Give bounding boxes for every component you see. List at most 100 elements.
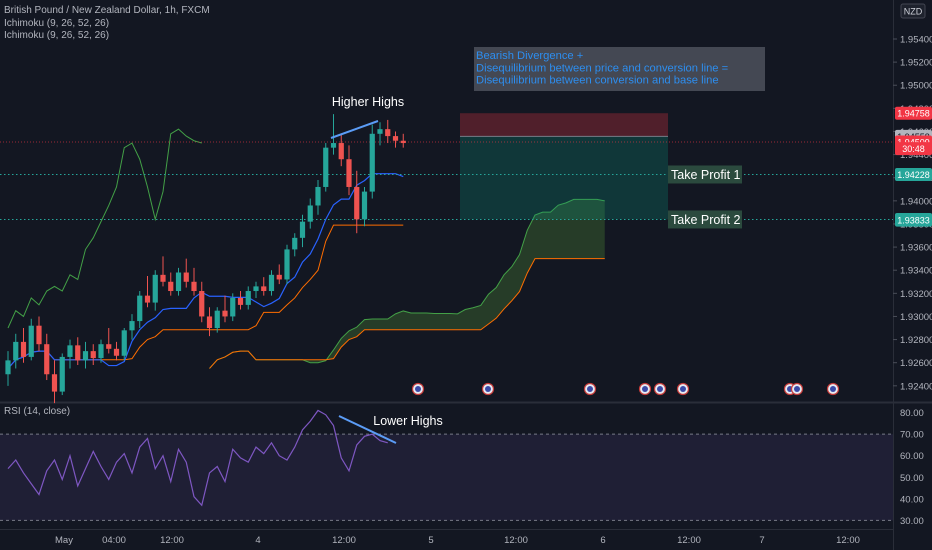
price-tick-label: 1.93600 — [900, 243, 932, 254]
price-label-bg — [895, 142, 932, 156]
stop-loss-zone — [460, 113, 668, 137]
time-tick-label: 5 — [428, 535, 433, 546]
price-tick-label: 1.92400 — [900, 381, 932, 392]
candle-body — [330, 143, 337, 148]
higher-highs-label: Higher Highs — [332, 95, 404, 109]
rsi-legend[interactable]: RSI (14, close) — [4, 406, 71, 417]
indicator-legend-ichimoku-2[interactable]: Ichimoku (9, 26, 52, 26) — [4, 30, 110, 41]
price-tick-label: 1.95400 — [900, 34, 932, 45]
time-tick-label: May — [55, 535, 73, 546]
ichimoku-cloud — [209, 198, 605, 369]
kumo-cloud-fill — [209, 199, 605, 369]
price-tick-label: 1.93400 — [900, 266, 932, 277]
candle-body — [183, 272, 189, 282]
price-label-bg — [895, 106, 932, 120]
price-label-text: 1.94758 — [897, 109, 930, 119]
time-tick-label: 12:00 — [504, 535, 528, 546]
economic-event-flag-inner — [415, 386, 421, 392]
candle-body — [385, 129, 391, 137]
tp2-label-bg — [668, 210, 742, 229]
chikou-span — [7, 128, 202, 329]
candle-body — [113, 348, 120, 356]
candle-body — [392, 136, 399, 141]
tenkan-sen — [7, 173, 404, 369]
price-axis[interactable]: 1.954001.952001.950001.948001.946001.944… — [893, 3, 932, 527]
candle-body — [59, 356, 65, 392]
time-tick-label: 4 — [255, 535, 260, 546]
rsi-tick-label: 60.00 — [900, 451, 924, 462]
senkou-span-b — [209, 258, 605, 369]
candle-body — [338, 143, 344, 160]
rsi-band-fill — [0, 434, 893, 521]
economic-event-flag-inner — [587, 386, 593, 392]
price-label-text: 1.94228 — [897, 170, 930, 180]
candle-body — [137, 295, 143, 322]
time-tick-label: 12:00 — [332, 535, 356, 546]
event-markers[interactable] — [411, 382, 840, 396]
divergence-note-line: Bearish Divergence + — [476, 50, 583, 62]
candle-body — [222, 310, 228, 317]
candle-body — [369, 133, 375, 192]
candle-body — [206, 316, 213, 329]
candle-body — [98, 344, 104, 359]
take-profit-zone — [460, 136, 668, 220]
price-label-text: 30:48 — [902, 144, 925, 154]
candle-body — [268, 274, 275, 292]
rsi-tick-label: 40.00 — [900, 494, 924, 505]
candle-body — [90, 351, 96, 359]
candle-body — [323, 147, 329, 187]
currency-label: NZD — [904, 7, 923, 17]
price-tick-label: 1.92800 — [900, 335, 932, 346]
candle-body — [292, 237, 298, 250]
rsi-tick-label: 50.00 — [900, 473, 924, 484]
higher-highs-trendline — [330, 120, 379, 139]
candle-body — [400, 140, 406, 144]
short-position-tool[interactable] — [0, 113, 893, 220]
price-tick-label: 1.93000 — [900, 312, 932, 323]
candle-body — [20, 341, 27, 357]
tp1-label-bg — [668, 165, 742, 184]
economic-event-flag-inner — [485, 386, 491, 392]
candle-body — [44, 344, 50, 375]
ichimoku-lines — [7, 128, 404, 369]
candle-body — [75, 345, 81, 361]
candle-body — [152, 274, 158, 303]
time-tick-label: 04:00 — [102, 535, 126, 546]
candle-body — [276, 274, 282, 280]
candle-body — [82, 351, 89, 361]
economic-event-flag-inner — [830, 386, 836, 392]
candle-body — [377, 129, 383, 134]
candle-body — [67, 345, 73, 357]
candle-body — [307, 205, 313, 222]
price-tick-label: 1.95200 — [900, 58, 932, 69]
economic-event-flag-inner — [642, 386, 648, 392]
candle-body — [121, 330, 127, 356]
candle-body — [51, 374, 58, 392]
candle-body — [160, 274, 166, 282]
time-tick-label: 7 — [759, 535, 764, 546]
price-tick-label: 1.93200 — [900, 289, 932, 300]
candle-body — [144, 295, 151, 303]
time-tick-label: 12:00 — [836, 535, 860, 546]
time-tick-label: 6 — [600, 535, 605, 546]
tp1-label: Take Profit 1 — [671, 168, 741, 182]
candle-body — [175, 272, 182, 292]
economic-event-flag-inner — [680, 386, 686, 392]
rsi-pane: Lower Highs — [0, 409, 893, 521]
indicator-legend-ichimoku-1[interactable]: Ichimoku (9, 26, 52, 26) — [4, 18, 110, 29]
candle-body — [5, 360, 11, 375]
candle-body — [191, 281, 197, 292]
time-axis[interactable]: May 04:00 12:00 4 12:00 5 12:00 6 12:00 7 12:00 — [55, 535, 860, 546]
candle-body — [361, 191, 368, 220]
candle-body — [346, 159, 352, 187]
candle-body — [199, 291, 205, 317]
rsi-tick-label: 70.00 — [900, 430, 924, 441]
price-tick-label: 1.94000 — [900, 196, 932, 207]
currency-button — [900, 3, 926, 19]
tp2-label: Take Profit 2 — [671, 213, 741, 227]
time-tick-label: 12:00 — [677, 535, 701, 546]
candle-body — [106, 344, 112, 349]
